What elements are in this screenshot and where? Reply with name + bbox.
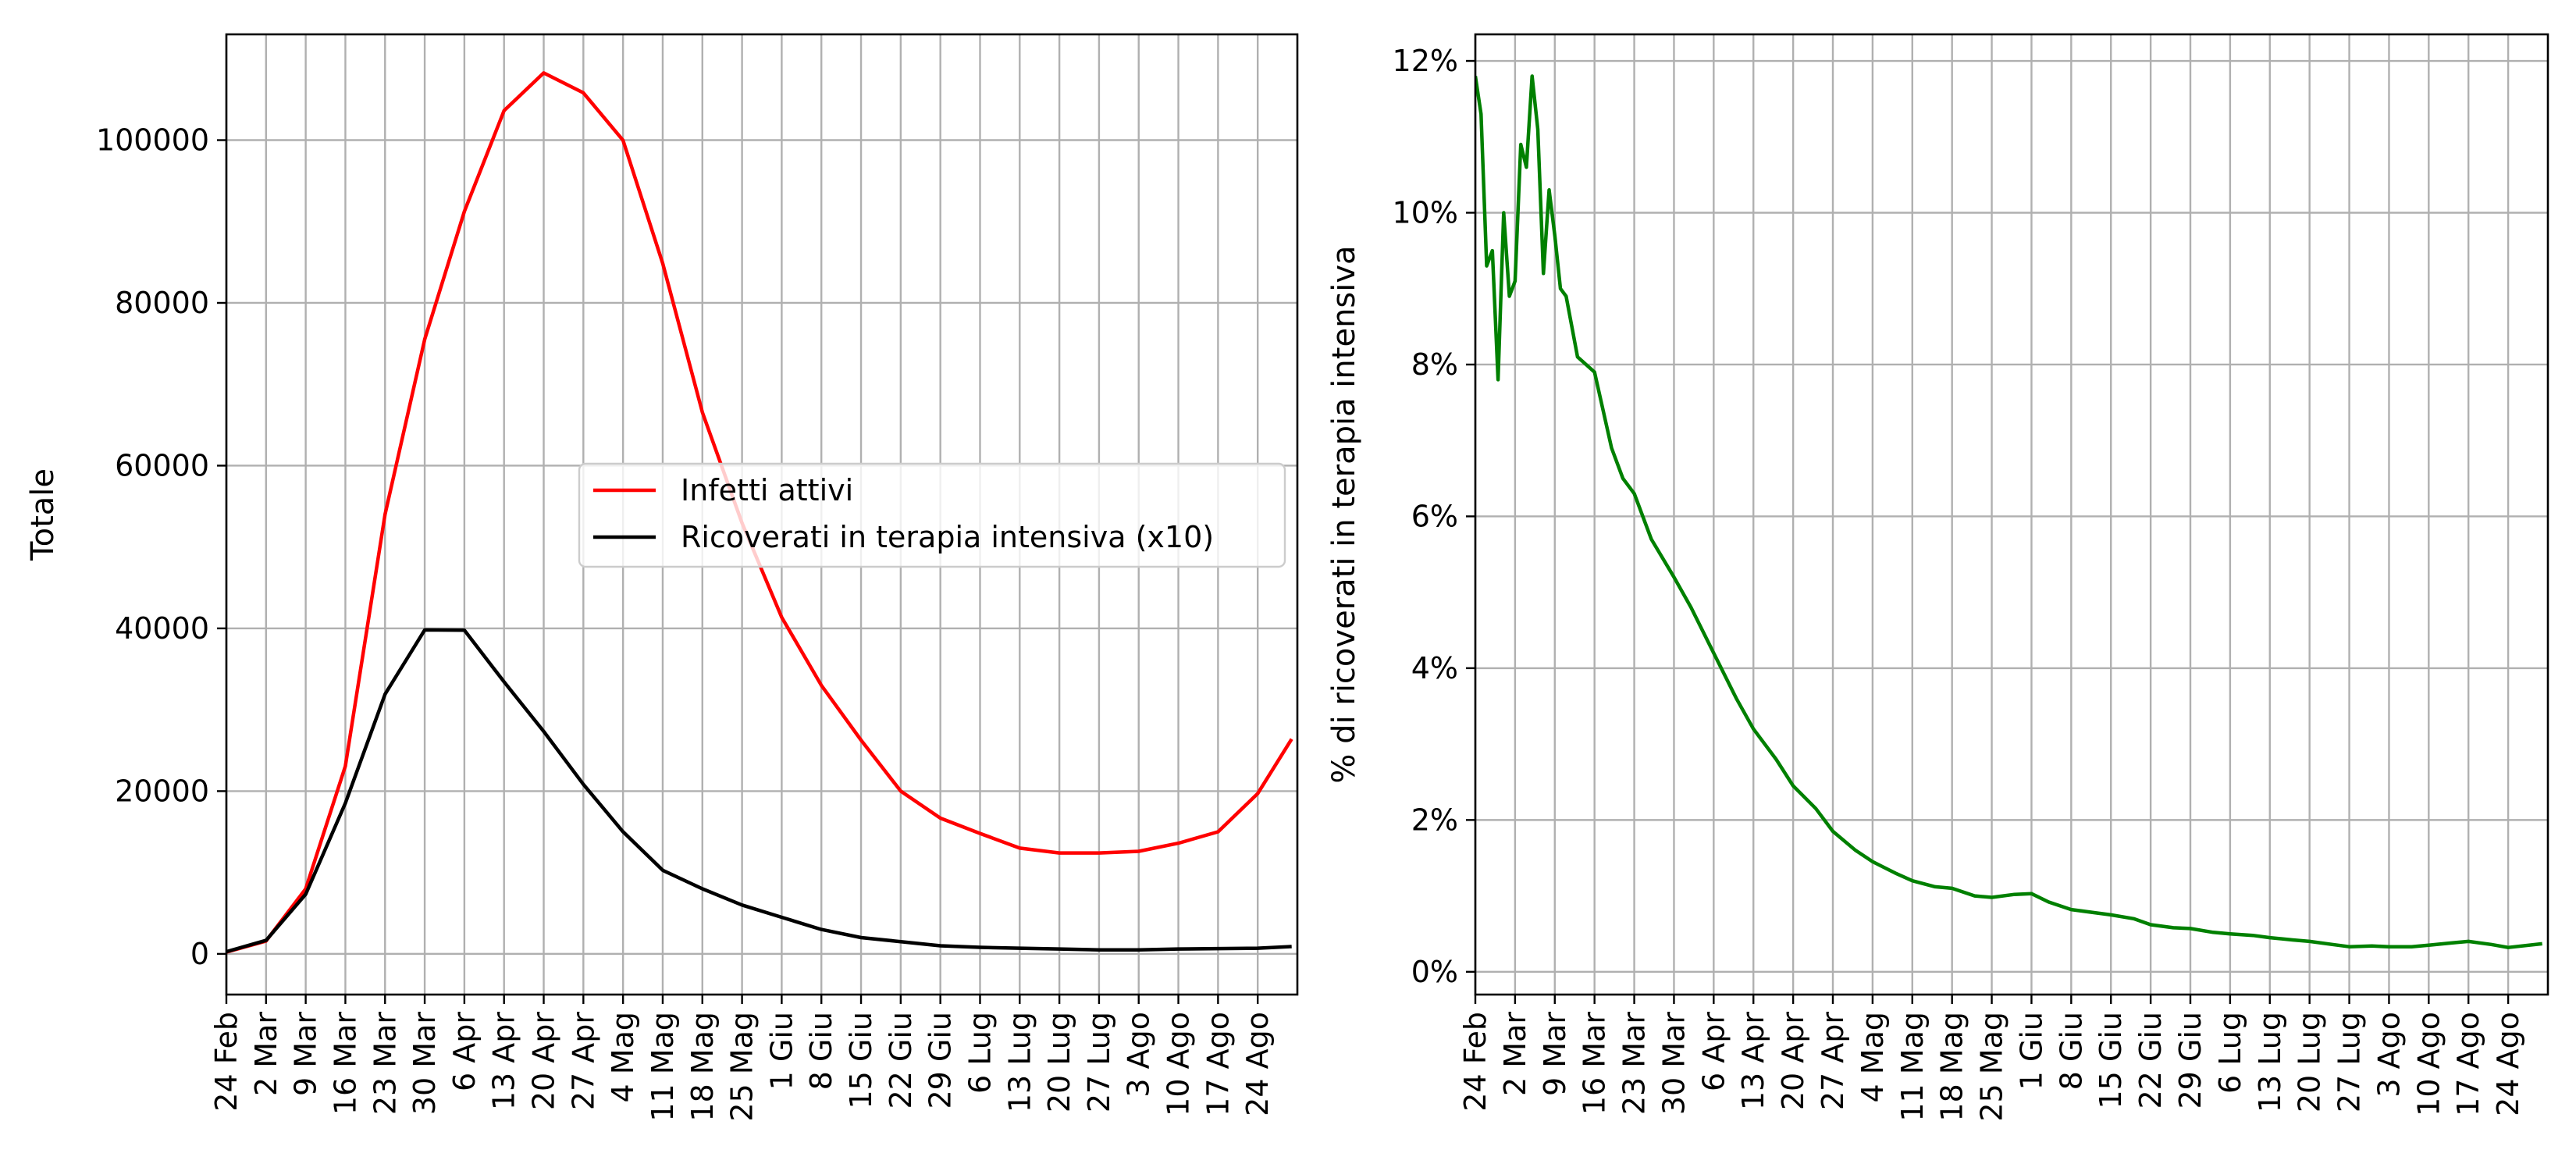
x-tick-label: 9 Mar: [1538, 1012, 1572, 1096]
x-tick-label: 27 Apr: [566, 1012, 600, 1111]
x-tick-label: 24 Feb: [209, 1012, 244, 1112]
y-tick-label: 8%: [1411, 347, 1458, 382]
y-tick-label: 12%: [1393, 44, 1458, 78]
x-tick-label: 27 Apr: [1816, 1012, 1850, 1111]
x-tick-label: 6 Lug: [2213, 1012, 2247, 1094]
x-tick-label: 6 Lug: [962, 1012, 997, 1094]
chart-icu-percentage: 0% 2% 4% 6% 8% 10% 12% 24 Feb 2 Mar 9 Mar 16 Mar 23…: [1326, 33, 2549, 1122]
x-tick-label: 13 Lug: [1002, 1012, 1037, 1112]
x-tick-label: 15 Giu: [844, 1012, 878, 1109]
x-tick-label: 20 Apr: [527, 1012, 561, 1111]
x-tick-label: 20 Lug: [2293, 1012, 2327, 1112]
x-tick-label: 18 Mag: [685, 1012, 720, 1122]
x-tick-label: 29 Giu: [923, 1012, 958, 1109]
x-tick-label: 20 Lug: [1042, 1012, 1076, 1112]
x-tick-label: 2 Mar: [1498, 1012, 1532, 1096]
x-tick-label: 10 Ago: [2411, 1012, 2446, 1116]
x-tick-label: 23 Mar: [368, 1012, 402, 1116]
series-line-0: [226, 71, 1293, 954]
x-tick-label: 18 Mag: [1935, 1012, 1969, 1122]
x-tick-label: 9 Mar: [289, 1012, 323, 1096]
y-tick-label: 0: [190, 937, 209, 971]
x-tick-label: 15 Giu: [2094, 1012, 2128, 1109]
x-tick-label: 17 Ago: [1201, 1012, 1235, 1116]
x-tick-label: 23 Mar: [1617, 1012, 1652, 1116]
y-tick-label: 0%: [1411, 955, 1458, 989]
y-axis-title: Totale: [25, 468, 61, 561]
x-tick-label: 1 Giu: [764, 1012, 799, 1090]
y-tick-label: 60000: [115, 448, 209, 482]
x-tick-label: 3 Ago: [1122, 1012, 1156, 1098]
x-tick-label: 20 Apr: [1776, 1012, 1810, 1111]
legend-label: Infetti attivi: [681, 473, 853, 507]
x-tick-label: 16 Mar: [1578, 1012, 1612, 1116]
y-tick-label: 40000: [115, 611, 209, 646]
x-tick-label: 4 Mag: [606, 1012, 640, 1102]
x-tick-label: 22 Giu: [884, 1012, 918, 1109]
x-tick-label: 10 Ago: [1162, 1012, 1196, 1116]
axes-frame: [225, 33, 1299, 996]
x-tick-label: 8 Giu: [2054, 1012, 2088, 1090]
x-tick-label: 27 Lug: [2332, 1012, 2367, 1112]
x-tick-label: 4 Mag: [1856, 1012, 1890, 1102]
x-tick-label: 25 Mag: [725, 1012, 760, 1122]
x-tick-label: 13 Apr: [1736, 1012, 1770, 1111]
series-line-0: [1475, 74, 2542, 949]
x-tick-label: 24 Ago: [1240, 1012, 1275, 1116]
y-tick-label: 4%: [1411, 651, 1458, 685]
legend: Infetti attivi Ricoverati in terapia inte…: [578, 462, 1286, 568]
y-tick-label: 20000: [115, 774, 209, 808]
series-line-1: [226, 628, 1292, 954]
legend-label: Ricoverati in terapia intensiva (x10): [681, 520, 1214, 554]
x-tick-label: 11 Mag: [1895, 1012, 1930, 1122]
y-tick-label: 2%: [1411, 803, 1458, 837]
x-tick-label: 17 Ago: [2451, 1012, 2485, 1116]
x-tick-label: 13 Apr: [487, 1012, 521, 1111]
x-tick-label: 27 Lug: [1082, 1012, 1116, 1112]
y-tick-label: 80000: [115, 286, 209, 320]
y-tick-label: 10%: [1393, 195, 1458, 230]
y-tick-label: 6%: [1411, 499, 1458, 533]
x-tick-label: 6 Apr: [447, 1012, 482, 1091]
x-tick-label: 8 Giu: [804, 1012, 838, 1090]
x-tick-label: 3 Ago: [2371, 1012, 2406, 1098]
legend-box: [578, 462, 1286, 568]
axes-frame: [1474, 33, 2549, 996]
y-tick-label: 100000: [96, 123, 209, 158]
chart-active-infected: 0 20000 40000 60000 80000 100000 24 Feb 2 Mar 9 …: [25, 33, 1299, 1122]
x-tick-label: 16 Mar: [328, 1012, 362, 1116]
x-tick-label: 24 Feb: [1458, 1012, 1493, 1112]
x-tick-label: 22 Giu: [2133, 1012, 2168, 1109]
x-tick-label: 24 Ago: [2491, 1012, 2525, 1116]
x-tick-label: 11 Mag: [646, 1012, 680, 1122]
x-tick-label: 30 Mar: [1656, 1012, 1691, 1116]
x-tick-label: 25 Mag: [1975, 1012, 2009, 1122]
x-tick-label: 29 Giu: [2173, 1012, 2208, 1109]
x-tick-label: 13 Lug: [2253, 1012, 2287, 1112]
x-tick-label: 1 Giu: [2014, 1012, 2048, 1090]
x-tick-label: 30 Mar: [407, 1012, 442, 1116]
y-axis-title: % di ricoverati in terapia intensiva: [1326, 245, 1362, 783]
x-tick-label: 6 Apr: [1696, 1012, 1731, 1091]
x-tick-label: 2 Mar: [249, 1012, 283, 1096]
